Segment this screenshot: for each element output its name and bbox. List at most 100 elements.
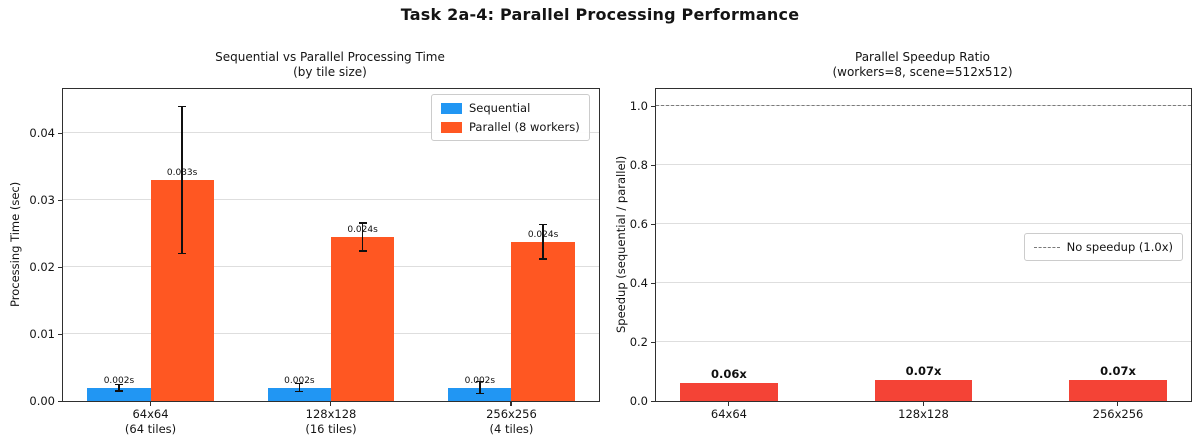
right-chart-title: Parallel Speedup Ratio (workers=8, scene… bbox=[655, 50, 1190, 80]
error-bar bbox=[479, 381, 481, 394]
value-label: 0.07x bbox=[905, 364, 942, 379]
y-tick-mark bbox=[651, 341, 656, 344]
legend-item-no-speedup: No speedup (1.0x) bbox=[1033, 240, 1173, 254]
legend-item-parallel: Parallel (8 workers) bbox=[441, 120, 580, 134]
x-tick-mark bbox=[727, 401, 730, 406]
x-tick-label-line2: (16 tiles) bbox=[305, 421, 357, 436]
y-tick-label: 0.04 bbox=[29, 126, 55, 141]
value-label: 0.002s bbox=[103, 375, 135, 386]
bar bbox=[511, 241, 575, 401]
bar bbox=[874, 380, 973, 401]
error-bar-cap bbox=[358, 250, 367, 252]
error-bar bbox=[298, 383, 301, 392]
value-label: 0.033s bbox=[166, 168, 198, 179]
legend-label-parallel: Parallel (8 workers) bbox=[469, 120, 580, 134]
x-tick-label-line1: 128x128 bbox=[305, 407, 357, 421]
y-tick-label: 0.6 bbox=[629, 217, 648, 232]
x-tick-mark bbox=[149, 401, 151, 406]
right-y-axis-label: Speedup (sequential / parallel) bbox=[614, 155, 628, 333]
x-tick-label-line1: 64x64 bbox=[710, 407, 747, 421]
right-chart-title-line1: Parallel Speedup Ratio bbox=[855, 50, 990, 64]
x-tick-label: 128x128 bbox=[898, 407, 949, 422]
bar bbox=[331, 236, 395, 401]
value-label: 0.002s bbox=[284, 375, 315, 386]
x-tick-label-line1: 256x256 bbox=[486, 407, 537, 421]
x-tick-mark bbox=[510, 401, 512, 406]
sequential-color-swatch bbox=[441, 102, 462, 114]
error-bar-cap bbox=[295, 390, 304, 393]
x-tick-label-line2: (64 tiles) bbox=[124, 421, 177, 436]
gridline bbox=[63, 132, 599, 134]
error-bar bbox=[361, 222, 364, 252]
y-tick-mark bbox=[651, 282, 656, 285]
x-tick-label-line1: 128x128 bbox=[898, 407, 949, 421]
x-tick-label-line2: (4 tiles) bbox=[489, 421, 534, 436]
value-label: 0.002s bbox=[464, 375, 496, 386]
no-speedup-reference-line bbox=[656, 105, 1191, 107]
y-tick-mark bbox=[58, 333, 63, 336]
figure-title: Task 2a-4: Parallel Processing Performan… bbox=[400, 5, 800, 24]
x-tick-label: 64x64 bbox=[711, 407, 747, 422]
y-tick-mark bbox=[58, 132, 63, 135]
bar bbox=[680, 383, 778, 401]
x-tick-label: 256x256 (4 tiles) bbox=[486, 407, 537, 436]
gridline bbox=[656, 341, 1191, 343]
x-tick-label-line1: 256x256 bbox=[1092, 407, 1144, 421]
left-y-axis-label: Processing Time (sec) bbox=[8, 181, 22, 307]
gridline bbox=[656, 164, 1191, 166]
y-tick-mark bbox=[58, 266, 63, 269]
error-bar-cap bbox=[358, 222, 367, 224]
y-tick-label: 0.8 bbox=[629, 158, 648, 173]
gridline bbox=[656, 223, 1191, 225]
legend-label-no-speedup: No speedup (1.0x) bbox=[1066, 240, 1173, 254]
y-tick-mark bbox=[651, 400, 656, 402]
error-bar-cap bbox=[178, 252, 187, 255]
y-tick-mark bbox=[651, 164, 656, 167]
error-bar bbox=[118, 384, 120, 391]
value-label: 0.07x bbox=[1100, 364, 1136, 379]
y-tick-label: 0.02 bbox=[29, 260, 55, 275]
left-chart-title-line2: (by tile size) bbox=[293, 65, 367, 79]
x-tick-label-line1: 64x64 bbox=[132, 407, 169, 421]
x-tick-mark bbox=[1117, 401, 1119, 406]
value-label: 0.024s bbox=[347, 224, 378, 235]
error-bar-cap bbox=[475, 380, 484, 383]
dashed-line-swatch bbox=[1033, 246, 1060, 248]
x-tick-label: 128x128 (16 tiles) bbox=[305, 407, 356, 436]
left-chart-title-line1: Sequential vs Parallel Processing Time bbox=[215, 50, 445, 64]
legend-item-sequential: Sequential bbox=[441, 101, 580, 115]
left-chart-legend: Sequential Parallel (8 workers) bbox=[431, 94, 590, 141]
y-tick-label: 0.2 bbox=[629, 335, 648, 350]
y-tick-mark bbox=[58, 400, 63, 402]
y-tick-mark bbox=[651, 105, 656, 108]
y-tick-mark bbox=[58, 199, 63, 202]
y-tick-label: 1.0 bbox=[629, 99, 648, 114]
y-tick-label: 0.03 bbox=[29, 193, 55, 208]
bar bbox=[1069, 380, 1167, 401]
error-bar-cap bbox=[114, 390, 123, 392]
legend-label-sequential: Sequential bbox=[469, 101, 531, 115]
error-bar-cap bbox=[475, 392, 484, 395]
error-bar-cap bbox=[178, 105, 187, 108]
gridline bbox=[63, 199, 599, 201]
error-bar-cap bbox=[114, 383, 123, 386]
right-chart-title-line2: (workers=8, scene=512x512) bbox=[832, 65, 1013, 79]
error-bar bbox=[181, 106, 183, 254]
bar bbox=[267, 387, 331, 401]
bar bbox=[87, 387, 151, 401]
x-tick-mark bbox=[330, 401, 332, 406]
error-bar-cap bbox=[539, 258, 548, 260]
value-label: 0.06x bbox=[711, 367, 747, 382]
error-bar bbox=[542, 224, 544, 260]
y-tick-mark bbox=[651, 223, 656, 226]
error-bar-cap bbox=[539, 223, 548, 225]
y-tick-label: 0.00 bbox=[29, 394, 55, 408]
y-tick-label: 0.0 bbox=[629, 394, 648, 408]
parallel-color-swatch bbox=[441, 121, 462, 133]
value-label: 0.024s bbox=[527, 229, 559, 240]
error-bar-cap bbox=[295, 382, 304, 385]
left-chart-title: Sequential vs Parallel Processing Time (… bbox=[62, 50, 598, 80]
x-tick-label: 256x256 bbox=[1093, 407, 1144, 422]
y-tick-label: 0.4 bbox=[629, 276, 648, 291]
